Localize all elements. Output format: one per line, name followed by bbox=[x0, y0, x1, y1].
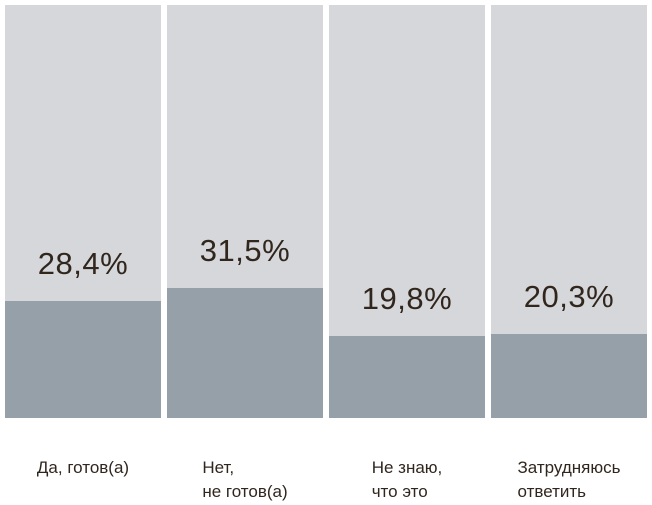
category-label: Затрудняюсь ответить bbox=[518, 456, 621, 504]
bars-row: 28,4% 31,5% 19,8% 20,3% bbox=[5, 5, 647, 418]
bar-ne-znayu: 19,8% bbox=[329, 5, 485, 418]
category-label-cell: Затрудняюсь ответить bbox=[491, 456, 647, 504]
category-label-cell: Нет, не готов(а) bbox=[167, 456, 323, 504]
category-label-line: что это bbox=[371, 482, 428, 501]
bar-zatrudnyayus: 20,3% bbox=[491, 5, 647, 418]
category-label: Да, готов(а) bbox=[37, 456, 129, 504]
category-label-line: Да, готов(а) bbox=[36, 458, 130, 477]
bar-fill bbox=[491, 334, 647, 418]
category-label-cell: Не знаю, что это bbox=[329, 456, 485, 504]
category-label-line: ответить bbox=[517, 482, 587, 501]
bar-fill bbox=[5, 300, 161, 418]
category-labels-row: Да, готов(а) Нет, не готов(а) Не знаю, ч… bbox=[5, 456, 647, 504]
category-label: Не знаю, что это bbox=[372, 456, 443, 504]
value-label: 20,3% bbox=[523, 279, 615, 315]
category-label-line: Затрудняюсь bbox=[517, 458, 621, 477]
bar-fill bbox=[167, 287, 323, 418]
value-label: 28,4% bbox=[37, 245, 129, 281]
category-label-line: Не знаю, bbox=[371, 458, 443, 477]
category-label-cell: Да, готов(а) bbox=[5, 456, 161, 504]
value-label: 31,5% bbox=[199, 232, 291, 268]
value-label: 19,8% bbox=[361, 281, 453, 317]
bar-net-ne-gotov: 31,5% bbox=[167, 5, 323, 418]
bar-da-gotov: 28,4% bbox=[5, 5, 161, 418]
category-label-line: Нет, bbox=[202, 458, 235, 477]
category-label-line: не готов(а) bbox=[202, 482, 288, 501]
category-label: Нет, не готов(а) bbox=[202, 456, 287, 504]
bar-fill bbox=[329, 336, 485, 418]
